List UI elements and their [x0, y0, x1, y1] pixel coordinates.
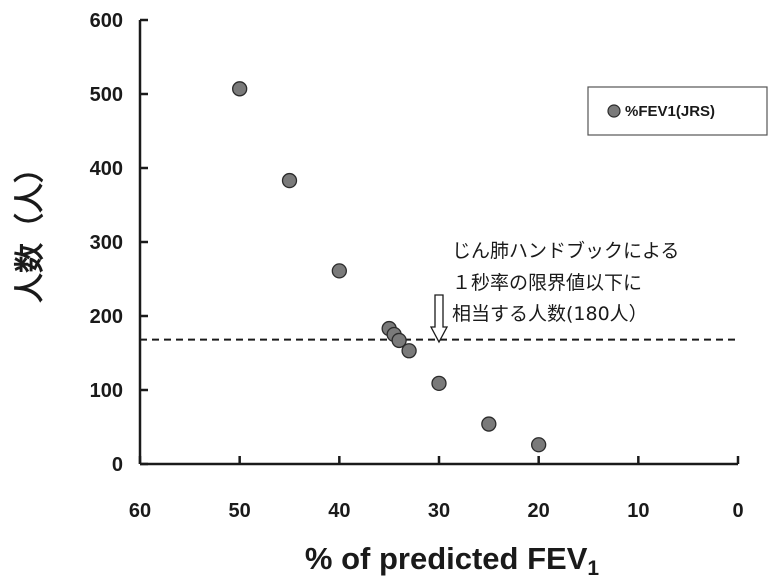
data-point [281, 172, 298, 189]
y-tick-label: 600 [90, 10, 123, 32]
data-point [531, 437, 547, 453]
x-tick-label: 40 [328, 500, 350, 522]
y-axis-title: 人数（人） [13, 153, 47, 303]
x-tick-label: 50 [229, 500, 251, 522]
y-tick-label: 400 [90, 158, 123, 180]
x-tick-label: 60 [129, 500, 151, 522]
y-tick-label: 100 [90, 380, 123, 402]
y-tick-label: 200 [90, 306, 123, 328]
x-tick-label: 20 [528, 500, 550, 522]
annotation-line-3: 相当する人数(180人） [452, 303, 648, 325]
y-tick-label: 500 [90, 84, 123, 106]
legend: %FEV1(JRS) [587, 86, 768, 136]
legend-marker [607, 104, 621, 118]
y-tick-label: 300 [90, 232, 123, 254]
data-point [481, 416, 497, 432]
x-axis-title-subscript: 1 [587, 557, 599, 580]
data-points [232, 81, 547, 453]
annotation-line-1: じん肺ハンドブックによる [452, 239, 679, 262]
annotation: じん肺ハンドブックによる １秒率の限界値以下に 相当する人数(180人） [429, 239, 679, 344]
y-ticks: 0 100 200 300 400 500 600 [90, 10, 148, 476]
x-tick-label: 10 [627, 500, 649, 522]
legend-label: %FEV1(JRS) [625, 103, 715, 120]
x-tick-label: 0 [732, 500, 743, 522]
x-tick-label: 30 [428, 500, 450, 522]
x-axis-title-main: % of predicted FEV [305, 541, 588, 576]
annotation-line-2: １秒率の限界値以下に [452, 272, 642, 294]
annotation-arrow [429, 294, 449, 344]
data-point [331, 263, 347, 279]
x-axis-title: % of predicted FEV1 [305, 541, 599, 580]
data-point [391, 332, 407, 349]
y-tick-label: 0 [112, 454, 123, 476]
data-point [401, 343, 417, 359]
x-ticks: 60 50 40 30 20 10 0 [129, 456, 744, 522]
data-point [431, 375, 447, 391]
data-point [232, 81, 248, 97]
